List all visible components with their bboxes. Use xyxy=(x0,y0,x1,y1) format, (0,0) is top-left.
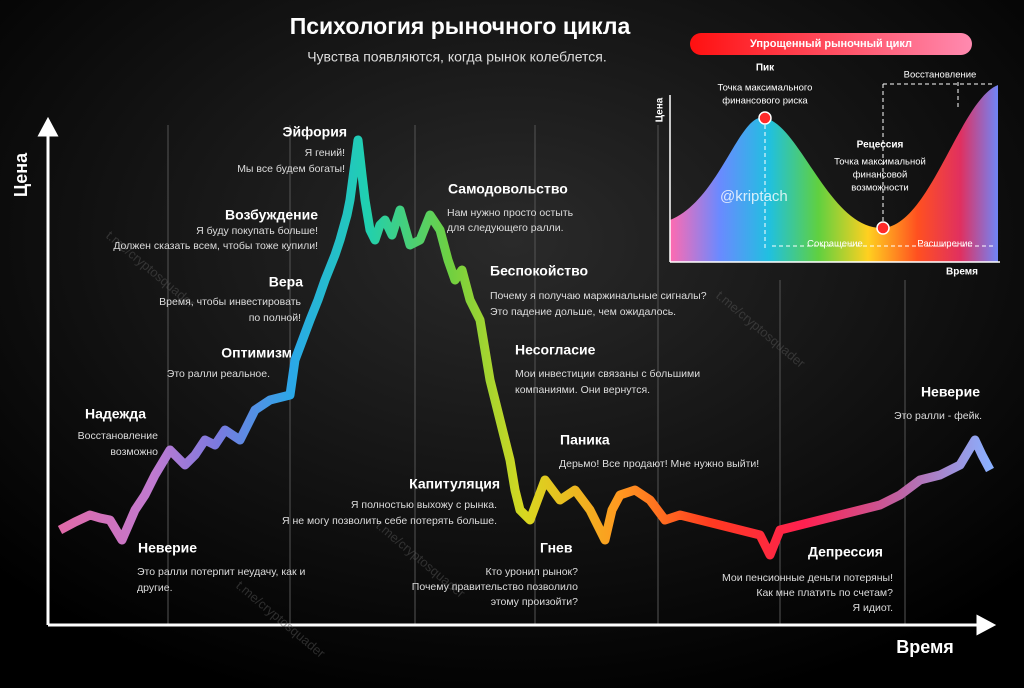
recession-text: Точка максимальной xyxy=(834,157,926,168)
stage-text: Мы все будем богаты! xyxy=(237,163,345,175)
stage-text: Я буду покупать больше! xyxy=(196,225,318,237)
stage-text: Время, чтобы инвестировать xyxy=(159,296,301,308)
inset-watermark: @kriptach xyxy=(720,188,788,205)
inset-header xyxy=(690,33,972,55)
stage-text: Восстановление xyxy=(78,430,158,442)
stage-text: Я не могу позволить себе потерять больше… xyxy=(282,515,497,527)
x-arrow xyxy=(976,614,997,636)
inset-axes xyxy=(669,95,1000,263)
stage-name: Оптимизм xyxy=(221,345,292,361)
stage-text: по полной! xyxy=(249,312,301,324)
stage-name: Неверие xyxy=(138,540,197,556)
stage-text: Это ралли - фейк. xyxy=(894,410,982,422)
stage-text: Должен сказать всем, чтобы тоже купили! xyxy=(113,240,318,252)
stage-text: компаниями. Они вернутся. xyxy=(515,384,650,396)
contraction-label: Сокращение xyxy=(807,239,863,250)
trough-dot xyxy=(876,221,890,235)
stage-name: Надежда xyxy=(85,406,146,422)
x-axis-label: Время xyxy=(896,637,954,657)
stage-name: Несогласие xyxy=(515,342,596,358)
stage-name: Неверие xyxy=(921,384,980,400)
inset-guides xyxy=(764,82,995,250)
peak-dot xyxy=(758,111,772,125)
stage-name: Эйфория xyxy=(282,124,347,140)
stage-text: Я полностью выхожу с рынка. xyxy=(351,499,497,511)
stage-text: другие. xyxy=(137,582,173,594)
recession-text: возможности xyxy=(851,183,908,194)
recession-name: Рецессия xyxy=(857,140,904,151)
stage-text: для следующего ралли. xyxy=(447,222,564,234)
inset-x-label: Время xyxy=(946,267,978,278)
price-curve xyxy=(57,135,994,560)
inset xyxy=(669,33,1000,263)
subtitle: Чувства появляются, когда рынок колеблет… xyxy=(307,49,607,65)
stage-text: Это ралли реальное. xyxy=(167,368,270,380)
stage-text: Это падение дольше, чем ожидалось. xyxy=(490,306,676,318)
inset-y-label: Цена xyxy=(655,97,666,122)
peak-text: Точка максимального xyxy=(718,83,813,94)
stage-text: Как мне платить по счетам? xyxy=(756,587,893,599)
recession-text: финансовой xyxy=(853,170,908,181)
stage-text: Я идиот. xyxy=(852,602,893,614)
stage-name: Капитуляция xyxy=(409,476,500,492)
stage-name: Гнев xyxy=(540,540,573,556)
stage-name: Самодовольство xyxy=(448,181,568,197)
axes xyxy=(37,116,997,636)
stage-name: Вера xyxy=(269,274,303,290)
title: Психология рыночного цикла xyxy=(290,13,631,39)
stage-name: Паника xyxy=(560,432,610,448)
peak-text: финансового риска xyxy=(722,96,808,107)
stage-text: Нам нужно просто остыть xyxy=(447,207,574,219)
stage-text: Мои пенсионные деньги потеряны! xyxy=(722,572,893,584)
stage-text: Я гений! xyxy=(305,147,345,159)
expansion-label: Расширение xyxy=(917,239,972,250)
stage-name: Депрессия xyxy=(808,544,883,560)
stage-text: Почему я получаю маржинальные сигналы? xyxy=(490,290,707,302)
stage-text: Дерьмо! Все продают! Мне нужно выйти! xyxy=(559,458,759,470)
stage-text: возможно xyxy=(110,446,158,458)
stage-text: этому произойти? xyxy=(491,596,578,608)
y-arrow xyxy=(37,116,59,137)
inset-title: Упрощенный рыночный цикл xyxy=(750,38,912,50)
stage-name: Возбуждение xyxy=(225,207,318,223)
stage-text: Кто уронил рынок? xyxy=(485,566,578,578)
stage-text: Это ралли потерпит неудачу, как и xyxy=(137,566,305,578)
y-axis-label: Цена xyxy=(11,152,31,197)
inset-curve xyxy=(670,85,998,262)
stage-text: Мои инвестиции связаны с большими xyxy=(515,368,700,380)
stage-name: Беспокойство xyxy=(490,263,588,279)
stage-text: Почему правительство позволило xyxy=(412,581,578,593)
recovery-label: Восстановление xyxy=(904,70,977,81)
peak-name: Пик xyxy=(756,63,775,74)
